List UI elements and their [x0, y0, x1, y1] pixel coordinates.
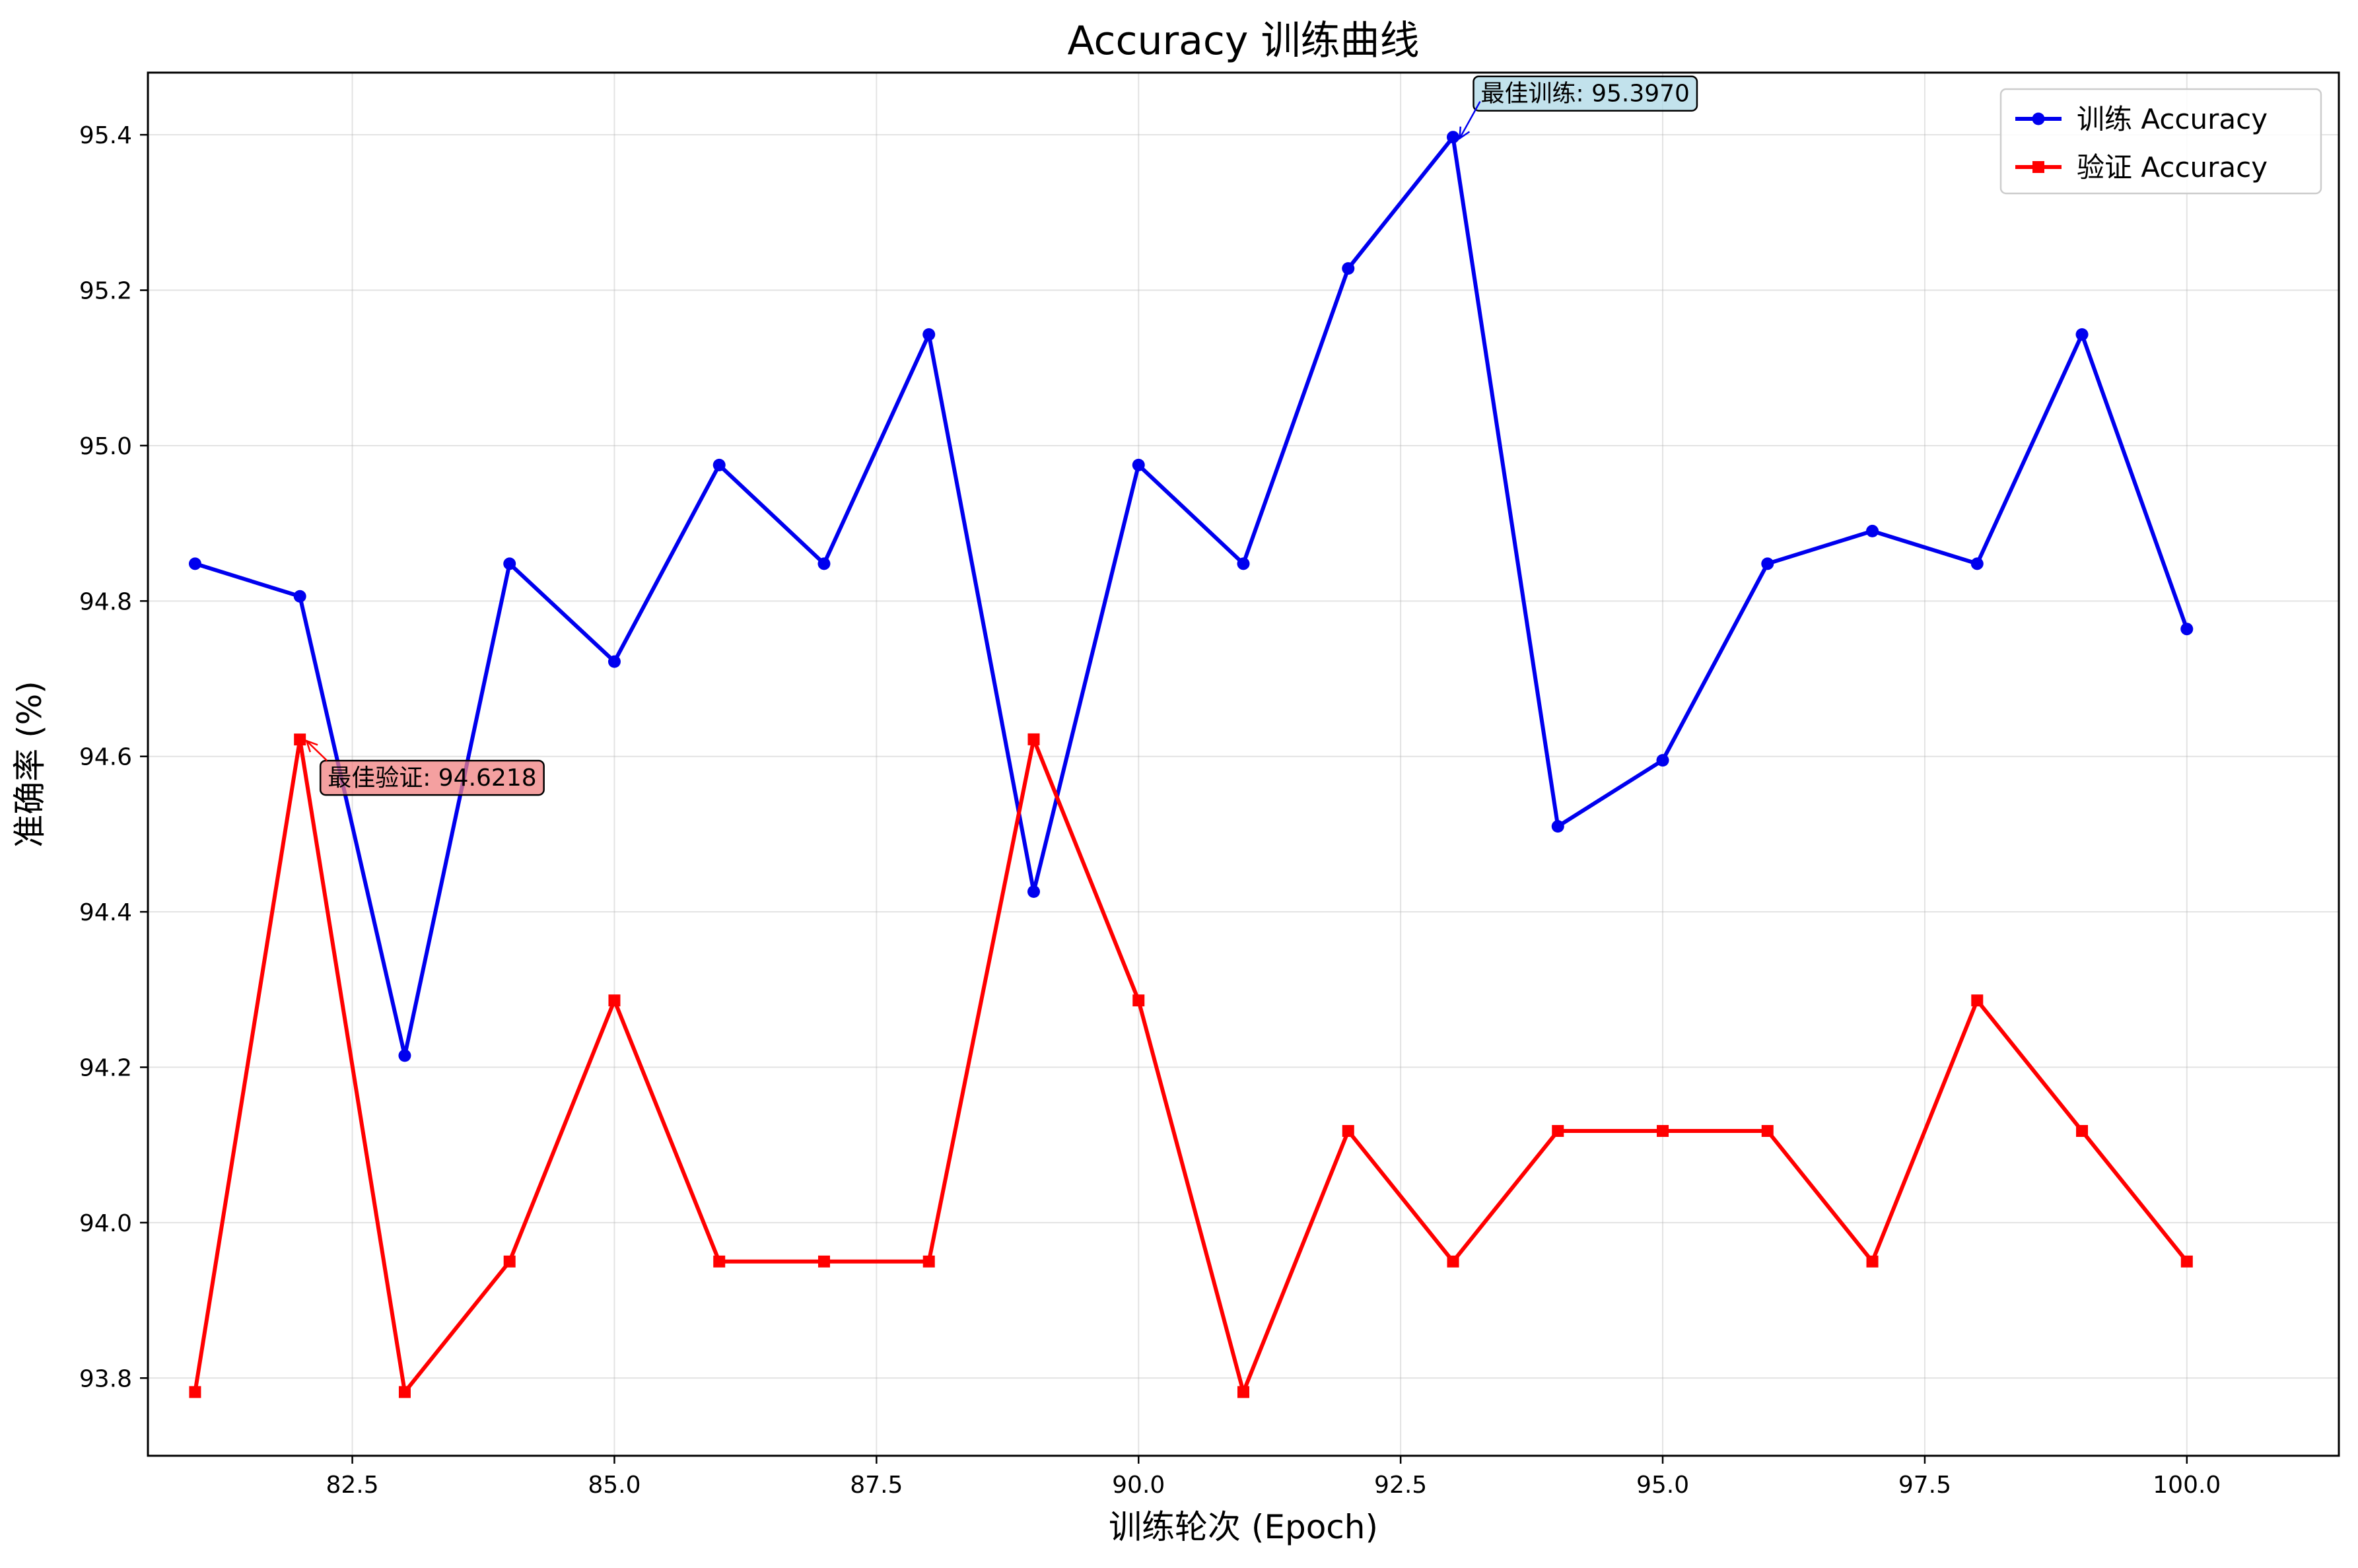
- data-point: [1342, 1125, 1354, 1138]
- data-point: [1656, 754, 1669, 767]
- data-point: [503, 557, 516, 570]
- data-point: [922, 1255, 935, 1268]
- x-tick-label: 92.5: [1374, 1472, 1427, 1499]
- annotation-0: 最佳训练: 95.3970: [1459, 75, 1698, 141]
- x-tick-label: 87.5: [850, 1472, 903, 1499]
- data-point: [1447, 131, 1460, 144]
- plot-frame: [147, 71, 2340, 1457]
- data-point: [817, 557, 831, 570]
- data-point: [1551, 820, 1564, 833]
- y-tick-label: 93.8: [79, 1365, 132, 1392]
- annotation-box: [319, 759, 545, 796]
- data-point: [713, 1255, 726, 1268]
- annotation-arrow: [1459, 101, 1481, 139]
- data-point: [2075, 328, 2089, 341]
- grid: [148, 73, 2339, 1456]
- annotations: 最佳训练: 95.3970 最佳验证: 94.6218: [305, 75, 1698, 796]
- data-point: [1552, 1125, 1564, 1138]
- annotation-arrowhead: [305, 739, 318, 753]
- data-point: [608, 994, 621, 1007]
- data-point: [1657, 1125, 1669, 1138]
- data-point: [503, 1255, 516, 1268]
- data-point: [1761, 1125, 1774, 1138]
- data-point: [1447, 1255, 1459, 1268]
- legend-label: 训练 Accuracy: [2077, 103, 2268, 135]
- y-tick-label: 94.2: [79, 1055, 132, 1082]
- data-point: [712, 458, 726, 471]
- data-point: [1971, 994, 1984, 1007]
- data-point: [1761, 557, 1774, 570]
- annotation-arrow: [306, 740, 328, 761]
- data-point: [398, 1386, 411, 1398]
- annotation-1: 最佳验证: 94.6218: [305, 739, 545, 796]
- data-point: [189, 1386, 201, 1398]
- data-point: [398, 1049, 411, 1062]
- legend-swatch-marker: [2032, 161, 2044, 173]
- data-point: [1866, 1255, 1879, 1268]
- data-point: [1237, 1386, 1249, 1398]
- legend: 训练 Accuracy 验证 Accuracy: [1999, 88, 2322, 195]
- legend-box: [1999, 88, 2322, 195]
- data-point: [2180, 1255, 2193, 1268]
- y-tick-label: 94.4: [79, 899, 132, 926]
- x-tick-label: 82.5: [326, 1472, 378, 1499]
- data-point: [607, 655, 621, 668]
- y-tick-label: 94.6: [79, 744, 132, 771]
- data-point: [1970, 557, 1984, 570]
- annotation-label: 最佳训练: 95.3970: [1481, 81, 1690, 108]
- data-point: [1132, 458, 1145, 471]
- y-tick-label: 95.0: [79, 433, 132, 460]
- data-point: [1132, 994, 1145, 1007]
- y-tick-label: 94.0: [79, 1210, 132, 1237]
- x-axis-title: 训练轮次 (Epoch): [1109, 1508, 1378, 1546]
- annotation-box: [1473, 75, 1698, 112]
- legend-item: 训练 Accuracy: [2015, 103, 2268, 135]
- data-point: [294, 733, 306, 746]
- y-axis-title: 准确率 (%): [11, 681, 49, 847]
- x-tick-label: 100.0: [2153, 1472, 2221, 1499]
- data-point: [188, 557, 201, 570]
- series-1: [189, 733, 2193, 1398]
- legend-swatch-marker: [2032, 112, 2045, 125]
- ticks: 82.5 85.0 87.5 90.0 92.5 95.0 97.5 100.0 93.8 94.…: [79, 122, 2221, 1499]
- legend-label: 验证 Accuracy: [2077, 151, 2268, 184]
- data-point: [1027, 733, 1040, 745]
- annotation-label: 最佳验证: 94.6218: [328, 765, 536, 792]
- series-line: [193, 737, 2189, 1394]
- data-point: [1342, 262, 1355, 275]
- data-point: [817, 1255, 830, 1268]
- y-tick-label: 95.4: [79, 122, 132, 149]
- series-0: [188, 131, 2194, 1062]
- y-tick-label: 94.8: [79, 588, 132, 615]
- y-tick-label: 95.2: [79, 278, 132, 305]
- legend-item: 验证 Accuracy: [2015, 151, 2268, 184]
- annotation-arrowhead: [1459, 126, 1471, 141]
- x-tick-label: 95.0: [1636, 1472, 1689, 1499]
- x-tick-label: 97.5: [1898, 1472, 1951, 1499]
- data-point: [293, 590, 306, 603]
- data-point: [2180, 623, 2194, 636]
- chart-title: Accuracy 训练曲线: [1068, 18, 1420, 64]
- x-tick-label: 85.0: [588, 1472, 641, 1499]
- data-point: [922, 328, 936, 341]
- data-point: [1237, 557, 1250, 570]
- data-point: [1027, 885, 1040, 899]
- series-layer: [188, 131, 2194, 1398]
- x-tick-label: 90.0: [1112, 1472, 1165, 1499]
- series-line: [194, 135, 2189, 1058]
- data-point: [1866, 524, 1879, 537]
- data-point: [2076, 1125, 2089, 1138]
